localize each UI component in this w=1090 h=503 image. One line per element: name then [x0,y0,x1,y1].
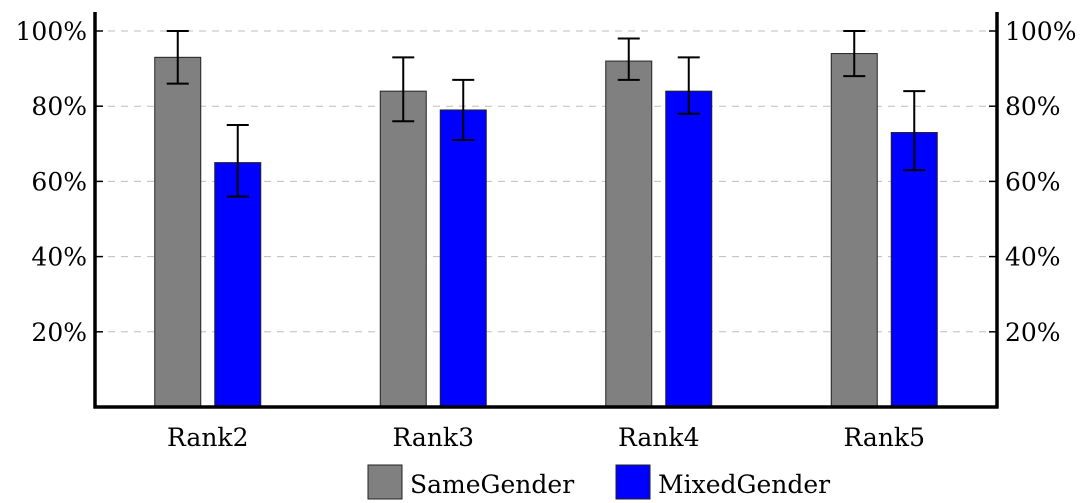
bar-mixedgender-rank4 [665,90,713,408]
legend: SameGender MixedGender [367,464,830,500]
bar-samegender-rank5 [830,53,878,408]
bar-samegender-rank2 [154,56,202,408]
y-tick-label-right: 100% [1005,17,1076,46]
bar-mixedgender-rank3 [439,109,487,408]
error-bars [166,30,926,198]
y-tick-label-left: 60% [31,167,87,196]
y-tick-label-left: 40% [31,243,87,272]
bar-mixedgender-rank2 [214,162,262,408]
bar-mixedgender-rank5 [890,132,938,408]
bar-samegender-rank3 [379,90,427,408]
y-ticks: 20% 20% 40% 40% 60% 60% 80% 80% 100% 100% [16,17,1077,347]
y-tick-label-right: 20% [1005,318,1061,347]
y-tick-label-right: 60% [1005,167,1061,196]
y-tick-label-left: 80% [31,92,87,121]
axes [93,12,999,409]
legend-label-samegender: SameGender [410,470,574,499]
x-category-label: Rank3 [393,423,474,452]
bar-samegender-rank4 [605,60,653,408]
y-tick-label-left: 100% [16,17,87,46]
x-category-label: Rank4 [618,423,699,452]
x-categories: Rank2 Rank3 Rank4 Rank5 [167,423,925,452]
y-tick-label-right: 40% [1005,243,1061,272]
x-category-label: Rank2 [167,423,248,452]
y-tick-label-left: 20% [31,318,87,347]
x-category-label: Rank5 [844,423,925,452]
legend-label-mixedgender: MixedGender [658,470,830,499]
y-tick-label-right: 80% [1005,92,1061,121]
bars [154,53,938,408]
legend-swatch-samegender [367,464,403,500]
legend-swatch-mixedgender [615,464,651,500]
